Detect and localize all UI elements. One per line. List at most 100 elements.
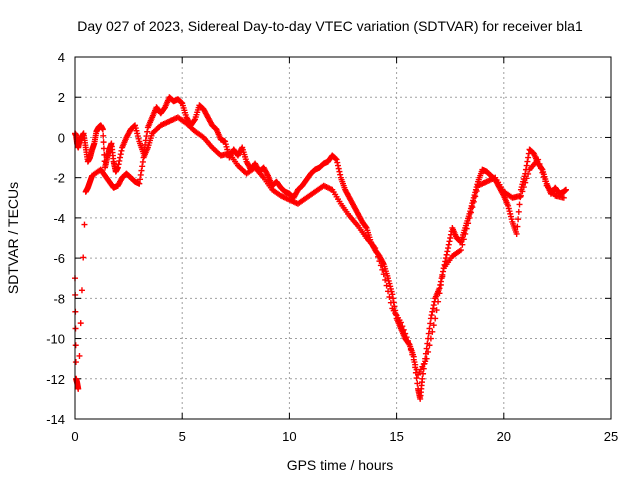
x-axis-label: GPS time / hours bbox=[287, 457, 394, 473]
data-point bbox=[442, 255, 449, 262]
data-point bbox=[76, 352, 83, 359]
data-point bbox=[435, 298, 442, 305]
data-point bbox=[400, 326, 407, 333]
data-point bbox=[436, 290, 443, 297]
data-point bbox=[443, 251, 450, 258]
data-point bbox=[334, 159, 341, 166]
grid bbox=[75, 57, 611, 419]
data-point bbox=[72, 325, 79, 332]
series-2 bbox=[72, 114, 567, 392]
data-point bbox=[430, 305, 437, 312]
data-point bbox=[333, 156, 340, 163]
data-point bbox=[399, 323, 406, 330]
data-point bbox=[470, 198, 477, 205]
data-point bbox=[447, 235, 454, 241]
data-point bbox=[445, 245, 452, 252]
data-point bbox=[136, 180, 143, 187]
data-point bbox=[519, 188, 526, 195]
data-point bbox=[536, 160, 543, 167]
y-tick-label: -2 bbox=[53, 171, 65, 186]
data-point bbox=[137, 176, 144, 183]
data-point bbox=[403, 334, 410, 341]
data-point bbox=[380, 271, 387, 278]
data-point bbox=[515, 216, 522, 223]
data-point bbox=[459, 241, 466, 248]
data-point bbox=[462, 230, 469, 237]
series-1 bbox=[72, 94, 569, 402]
x-tick-label: 0 bbox=[71, 429, 78, 444]
data-point bbox=[525, 170, 532, 177]
data-point bbox=[427, 335, 434, 342]
data-point bbox=[515, 208, 522, 215]
data-point bbox=[115, 161, 122, 168]
data-point bbox=[80, 254, 87, 261]
data-point bbox=[375, 253, 382, 260]
data-point bbox=[516, 201, 523, 208]
data-point bbox=[524, 158, 531, 165]
data-point bbox=[425, 330, 432, 337]
data-point bbox=[542, 178, 549, 185]
data-point bbox=[466, 214, 473, 221]
x-tick-label: 5 bbox=[179, 429, 186, 444]
data-point bbox=[406, 341, 413, 348]
y-tick-label: -14 bbox=[46, 412, 65, 427]
data-point bbox=[99, 126, 106, 133]
data-point bbox=[562, 186, 569, 193]
data-point bbox=[386, 293, 393, 300]
data-point bbox=[439, 273, 446, 280]
data-point bbox=[117, 151, 124, 158]
data-point bbox=[402, 330, 409, 337]
data-point bbox=[335, 165, 342, 172]
data-point bbox=[540, 173, 547, 180]
x-tick-label: 20 bbox=[497, 429, 511, 444]
chart-title: Day 027 of 2023, Sidereal Day-to-day VTE… bbox=[77, 18, 583, 34]
data-point bbox=[437, 281, 444, 288]
data-point bbox=[78, 287, 85, 294]
y-tick-labels: 4 2 0 -2 -4 -6 -8 -10 -12 -14 bbox=[46, 50, 65, 427]
data-point bbox=[423, 355, 430, 362]
data-point bbox=[410, 356, 417, 363]
data-point bbox=[118, 147, 125, 154]
data-point bbox=[469, 204, 476, 211]
data-point bbox=[372, 245, 379, 252]
y-tick-label: 2 bbox=[58, 90, 65, 105]
data-point bbox=[116, 157, 123, 164]
data-point bbox=[426, 342, 433, 349]
data-point bbox=[446, 238, 453, 245]
data-point bbox=[517, 192, 524, 199]
data-point bbox=[457, 247, 464, 254]
data-point bbox=[433, 307, 440, 314]
data-point bbox=[376, 258, 383, 265]
data-point bbox=[379, 266, 386, 273]
data-point bbox=[81, 221, 88, 228]
data-point bbox=[144, 128, 151, 135]
x-tick-labels: 0 5 10 15 20 25 bbox=[71, 429, 618, 444]
data-point bbox=[460, 236, 467, 243]
data-point bbox=[397, 319, 404, 326]
y-tick-label: -8 bbox=[53, 291, 65, 306]
data-point bbox=[425, 348, 432, 355]
data-point bbox=[100, 132, 107, 139]
data-point bbox=[72, 359, 79, 366]
data-point bbox=[472, 193, 479, 200]
data-point bbox=[514, 223, 521, 230]
data-point bbox=[440, 268, 447, 275]
data-point bbox=[463, 225, 470, 232]
data-point bbox=[138, 167, 145, 174]
data-point bbox=[537, 165, 544, 172]
data-point bbox=[419, 375, 426, 382]
x-tick-label: 15 bbox=[389, 429, 403, 444]
data-point bbox=[405, 337, 412, 344]
y-tick-label: -10 bbox=[46, 332, 65, 347]
data-point bbox=[387, 299, 394, 306]
data-point bbox=[520, 184, 527, 191]
y-tick-label: -4 bbox=[53, 211, 65, 226]
data-point bbox=[412, 361, 419, 368]
data-point bbox=[414, 380, 421, 387]
data-point bbox=[137, 171, 144, 178]
data-point bbox=[513, 230, 520, 237]
x-tick-label: 25 bbox=[604, 429, 618, 444]
y-tick-label: 0 bbox=[58, 130, 65, 145]
